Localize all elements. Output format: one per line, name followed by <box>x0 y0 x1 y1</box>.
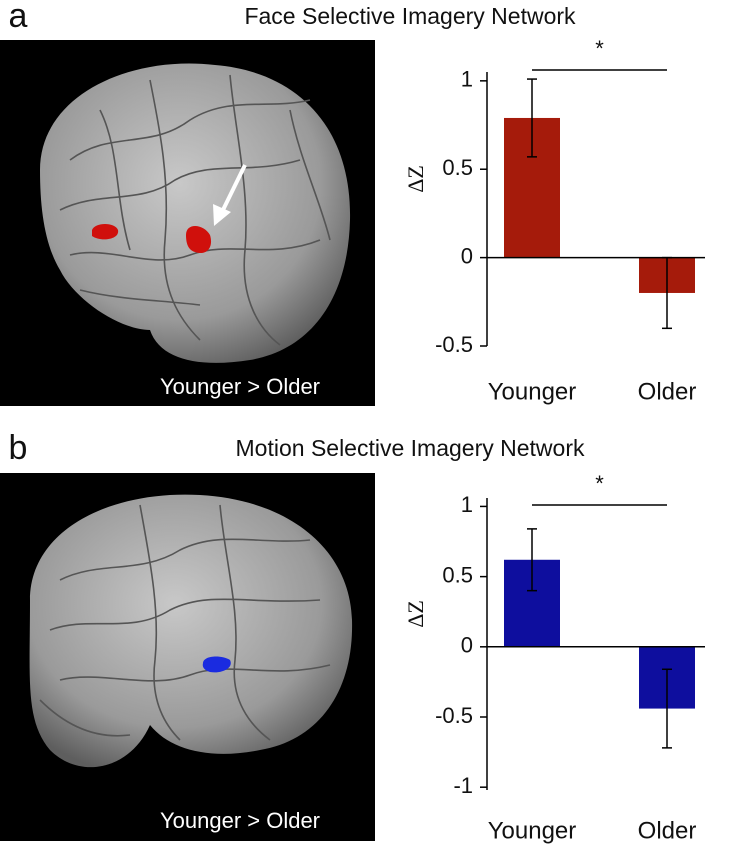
x-tick-label: Younger <box>488 817 577 844</box>
y-tick-label: -0.5 <box>435 703 473 728</box>
x-tick-label: Older <box>638 817 697 844</box>
error-bar <box>527 78 537 158</box>
x-tick-label: Younger <box>488 378 577 405</box>
y-tick-label: -1 <box>453 773 473 798</box>
y-tick-label: 0.5 <box>442 155 473 180</box>
image-caption: Younger > Older <box>160 374 320 399</box>
y-axis-label: ΔZ <box>403 165 428 193</box>
brain-image <box>0 40 375 406</box>
y-tick-label: 1 <box>461 492 473 517</box>
chart-title: Motion Selective Imagery Network <box>236 435 585 461</box>
panel-label: b <box>9 429 28 467</box>
y-axis-label: ΔZ <box>403 600 428 628</box>
y-tick-label: 0 <box>461 243 473 268</box>
chart-title: Face Selective Imagery Network <box>244 3 576 29</box>
image-caption: Younger > Older <box>160 808 320 833</box>
y-tick-label: 0 <box>461 633 473 658</box>
error-bar <box>662 668 672 749</box>
y-tick-label: 0.5 <box>442 562 473 587</box>
x-tick-label: Older <box>638 378 697 405</box>
brain-image <box>0 473 375 841</box>
error-bar <box>527 528 537 592</box>
y-tick-label: 1 <box>461 67 473 92</box>
panel-label: a <box>9 0 28 35</box>
significance-mark: * <box>595 36 604 61</box>
significance-mark: * <box>595 471 604 496</box>
y-tick-label: -0.5 <box>435 332 473 357</box>
